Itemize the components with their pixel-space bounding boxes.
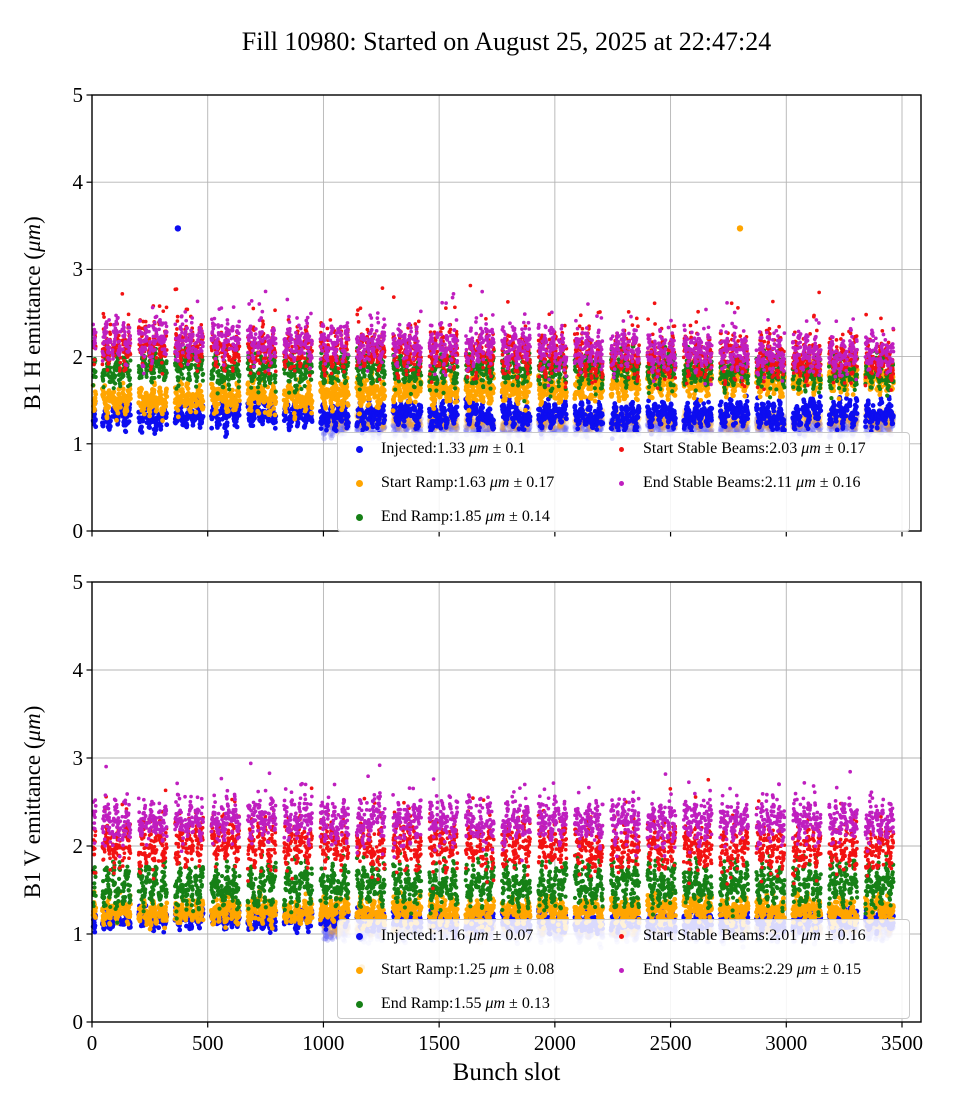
x-tick-label-2000: 2000	[533, 1031, 576, 1055]
y-tick-label-bottom-5: 5	[72, 570, 84, 594]
legend-entry-text: Start Ramp:1.63 μm ± 0.17	[381, 474, 555, 491]
legend-marker-box	[612, 933, 630, 939]
legend-marker-dot	[355, 932, 363, 940]
legend-bottom: Injected:1.16 μm ± 0.07 Start Ramp:1.25 μ…	[337, 919, 910, 1019]
legend-entry-text: Start Ramp:1.25 μm ± 0.08	[381, 961, 555, 978]
legend-marker-dot	[618, 446, 624, 452]
legend-marker-box	[612, 967, 630, 973]
legend-entry-text: Start Stable Beams:2.03 μm ± 0.17	[643, 440, 866, 457]
legend-entry-injected: Injected:1.33 μm ± 0.1	[350, 437, 525, 461]
legend-marker-box	[612, 446, 630, 452]
legend-entry-text: Injected:1.16 μm ± 0.07	[381, 927, 534, 944]
x-axis-label: Bunch slot	[452, 1059, 561, 1086]
legend-marker-box	[350, 479, 368, 487]
x-tick-label-2500: 2500	[649, 1031, 692, 1055]
legend-entry-text: End Ramp:1.85 μm ± 0.14	[381, 508, 550, 525]
legend-top: Injected:1.33 μm ± 0.1 Start Ramp:1.63 μm…	[337, 432, 910, 532]
x-tick-label-500: 500	[191, 1031, 224, 1055]
legend-marker-dot	[355, 966, 363, 974]
x-tick-label-0: 0	[86, 1031, 98, 1055]
legend-entry-start-ramp: Start Ramp:1.25 μm ± 0.08	[350, 958, 554, 982]
legend-entry-text: End Stable Beams:2.29 μm ± 0.15	[643, 961, 862, 978]
legend-marker-box	[350, 932, 368, 940]
x-tick-label-1000: 1000	[302, 1031, 345, 1055]
legend-marker-box	[350, 1000, 368, 1008]
y-axis-label-bottom: B1 V emittance (μm)	[20, 706, 46, 899]
x-tick-label-1500: 1500	[418, 1031, 461, 1055]
y-tick-label-bottom-0: 0	[72, 1010, 84, 1034]
y-axis-label-top: B1 H emittance (μm)	[20, 216, 46, 410]
y-tick-label-bottom-2: 2	[72, 834, 84, 858]
legend-entry-start-stable-beams: Start Stable Beams:2.03 μm ± 0.17	[612, 437, 866, 461]
legend-entry-text: Injected:1.33 μm ± 0.1	[381, 440, 526, 457]
legend-marker-box	[350, 513, 368, 521]
y-tick-label-top-5: 5	[72, 83, 84, 107]
legend-entry-text: Start Stable Beams:2.01 μm ± 0.16	[643, 927, 866, 944]
y-tick-label-bottom-4: 4	[72, 658, 84, 682]
y-tick-label-top-2: 2	[72, 344, 84, 369]
y-tick-label-top-3: 3	[72, 257, 84, 282]
y-tick-label-top-1: 1	[72, 431, 84, 456]
y-tick-label-bottom-1: 1	[72, 922, 84, 946]
legend-entry-text: End Ramp:1.55 μm ± 0.13	[381, 995, 550, 1012]
legend-entry-end-ramp: End Ramp:1.55 μm ± 0.13	[350, 992, 550, 1016]
x-tick-label-3000: 3000	[765, 1031, 808, 1055]
y-axis-label-bottom-close: )	[20, 705, 45, 714]
legend-entry-injected: Injected:1.16 μm ± 0.07	[350, 924, 533, 948]
legend-entry-start-ramp: Start Ramp:1.63 μm ± 0.17	[350, 471, 554, 495]
y-axis-label-top-close: )	[20, 216, 45, 224]
legend-entry-end-stable-beams: End Stable Beams:2.11 μm ± 0.16	[612, 471, 861, 495]
legend-marker-dot	[618, 967, 624, 973]
figure-title: Fill 10980: Started on August 25, 2025 a…	[241, 27, 772, 56]
legend-marker-box	[350, 445, 368, 453]
legend-marker-box	[612, 480, 630, 486]
legend-marker-dot	[618, 933, 624, 939]
legend-entry-text: End Stable Beams:2.11 μm ± 0.16	[643, 474, 861, 491]
y-tick-label-top-0: 0	[72, 519, 84, 543]
legend-marker-dot	[618, 480, 624, 486]
legend-marker-dot	[355, 1000, 363, 1008]
legend-marker-dot	[355, 479, 363, 487]
y-axis-label-top-unit: μm	[20, 223, 45, 253]
legend-marker-dot	[355, 445, 363, 453]
legend-marker-box	[350, 966, 368, 974]
legend-entry-end-stable-beams: End Stable Beams:2.29 μm ± 0.15	[612, 958, 861, 982]
legend-entry-start-stable-beams: Start Stable Beams:2.01 μm ± 0.16	[612, 924, 866, 948]
y-tick-label-bottom-3: 3	[72, 746, 84, 770]
y-tick-label-top-4: 4	[72, 170, 84, 195]
x-tick-label-3500: 3500	[881, 1031, 923, 1055]
legend-entry-end-ramp: End Ramp:1.85 μm ± 0.14	[350, 505, 550, 529]
y-axis-label-bottom-unit: μm	[20, 713, 45, 742]
legend-marker-dot	[355, 513, 363, 521]
